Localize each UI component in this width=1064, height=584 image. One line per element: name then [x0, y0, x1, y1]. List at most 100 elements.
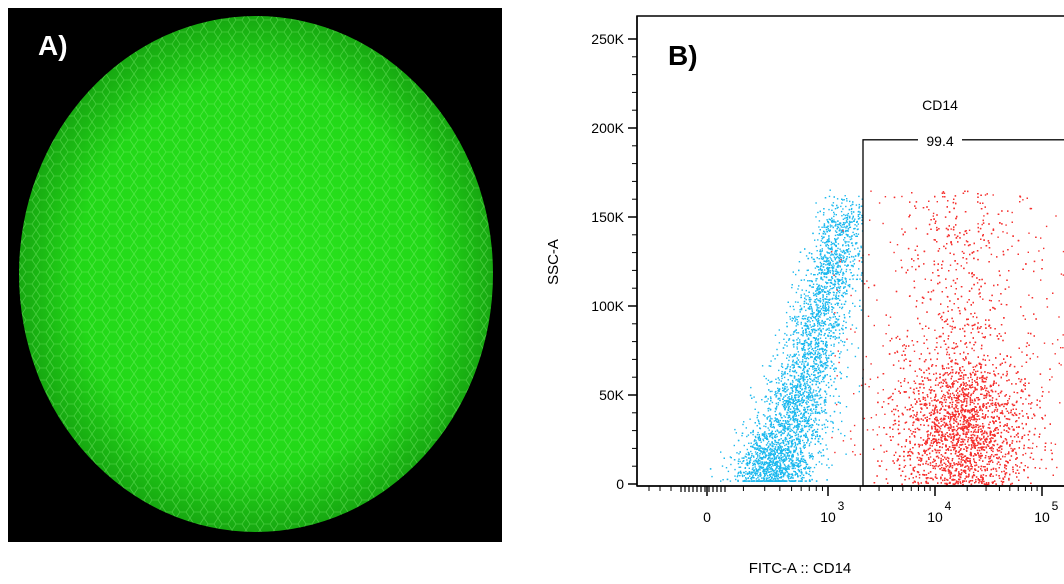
scatter-point-negative	[784, 430, 786, 433]
scatter-point-negative	[858, 385, 861, 387]
scatter-point-negative	[799, 339, 801, 341]
scatter-point-negative	[808, 389, 811, 392]
scatter-point-negative	[805, 411, 808, 413]
scatter-point-negative	[775, 441, 778, 444]
scatter-point-negative	[816, 257, 818, 259]
scatter-point-negative	[782, 423, 784, 425]
scatter-point-negative	[840, 294, 843, 297]
scatter-point-negative	[848, 236, 851, 238]
scatter-point-negative	[777, 420, 780, 422]
scatter-point-negative	[814, 404, 816, 406]
scatter-point-negative	[849, 217, 851, 219]
scatter-point-negative	[830, 241, 833, 243]
scatter-point-negative	[800, 428, 802, 431]
scatter-point-negative	[765, 377, 767, 380]
scatter-point-negative	[833, 221, 836, 223]
scatter-point-negative	[775, 414, 777, 416]
scatter-point-negative	[747, 473, 749, 475]
scatter-point-negative	[783, 388, 785, 391]
scatter-point-negative	[797, 394, 799, 396]
scatter-point-negative	[800, 472, 802, 474]
scatter-point-negative	[799, 440, 801, 442]
scatter-point-negative	[790, 463, 792, 465]
scatter-point-negative	[833, 294, 835, 296]
scatter-point-negative	[766, 449, 769, 451]
scatter-point-negative	[810, 365, 812, 367]
scatter-point-negative	[814, 331, 816, 334]
scatter-point-negative	[822, 298, 824, 301]
scatter-point-negative	[822, 302, 824, 304]
scatter-point-negative	[729, 480, 732, 482]
scatter-point-negative	[780, 453, 782, 455]
scatter-point-negative	[819, 443, 822, 445]
scatter-point-negative	[772, 471, 774, 473]
scatter-point-negative	[799, 436, 802, 438]
scatter-point-negative	[825, 226, 827, 229]
scatter-point-negative	[854, 224, 856, 226]
scatter-point-negative	[818, 307, 820, 309]
scatter-point-negative	[801, 388, 804, 390]
scatter-point-negative	[814, 443, 816, 445]
scatter-point-negative	[805, 463, 808, 466]
scatter-point-negative	[805, 386, 807, 389]
scatter-point-negative	[824, 197, 827, 199]
scatter-point-negative	[788, 396, 790, 398]
scatter-point-negative	[766, 468, 768, 470]
scatter-point-negative	[769, 473, 771, 476]
scatter-point-negative	[747, 477, 750, 479]
scatter-point-negative	[773, 463, 775, 465]
scatter-point-negative	[817, 440, 819, 443]
scatter-point-negative	[823, 321, 825, 323]
scatter-point-negative	[833, 219, 835, 221]
scatter-point-negative	[755, 448, 758, 451]
scatter-point-negative	[748, 460, 751, 462]
scatter-point-negative	[807, 344, 810, 347]
scatter-point-negative	[810, 388, 812, 390]
scatter-point-negative	[803, 412, 805, 414]
scatter-point-negative	[782, 462, 784, 464]
scatter-point-negative	[817, 328, 819, 330]
scatter-point-negative	[764, 468, 766, 470]
scatter-point-negative	[781, 366, 784, 368]
scatter-point-negative	[823, 224, 826, 227]
scatter-point-negative	[811, 478, 813, 481]
scatter-point-negative	[801, 429, 803, 432]
scatter-point-negative	[791, 317, 794, 319]
scatter-point-negative	[822, 376, 824, 378]
scatter-point-negative	[848, 286, 851, 288]
scatter-point-negative	[791, 473, 793, 475]
scatter-point-negative	[757, 460, 759, 462]
scatter-point-negative	[817, 339, 819, 341]
scatter-point-negative	[800, 279, 803, 281]
scatter-point-negative	[779, 462, 781, 464]
scatter-point-negative	[805, 295, 807, 297]
scatter-point-negative	[819, 360, 822, 362]
scatter-point-negative	[838, 233, 840, 235]
scatter-point-negative	[825, 281, 827, 283]
scatter-point-negative	[785, 455, 787, 457]
scatter-point-negative	[786, 399, 788, 402]
scatter-point-negative	[810, 340, 812, 343]
scatter-point-negative	[800, 450, 802, 452]
scatter-point-negative	[821, 424, 823, 426]
scatter-point-negative	[815, 377, 818, 379]
scatter-point-negative	[837, 323, 839, 325]
scatter-point-negative	[797, 475, 799, 477]
scatter-point-negative	[837, 265, 839, 267]
scatter-point-negative	[829, 261, 832, 263]
scatter-point-negative	[786, 468, 788, 471]
scatter-point-negative	[792, 385, 794, 387]
scatter-point-negative	[830, 254, 832, 256]
scatter-point-negative	[758, 455, 761, 457]
scatter-point-negative	[792, 402, 794, 405]
scatter-point-negative	[755, 461, 757, 463]
scatter-point-negative	[837, 295, 840, 297]
scatter-point-negative	[817, 288, 819, 290]
scatter-point-negative	[778, 431, 781, 433]
scatter-point-negative	[791, 397, 793, 399]
scatter-point-negative	[829, 395, 831, 397]
scatter-point-negative	[801, 473, 803, 475]
scatter-point-negative	[763, 462, 766, 465]
scatter-point-negative	[792, 359, 794, 361]
scatter-point-negative	[761, 477, 763, 479]
